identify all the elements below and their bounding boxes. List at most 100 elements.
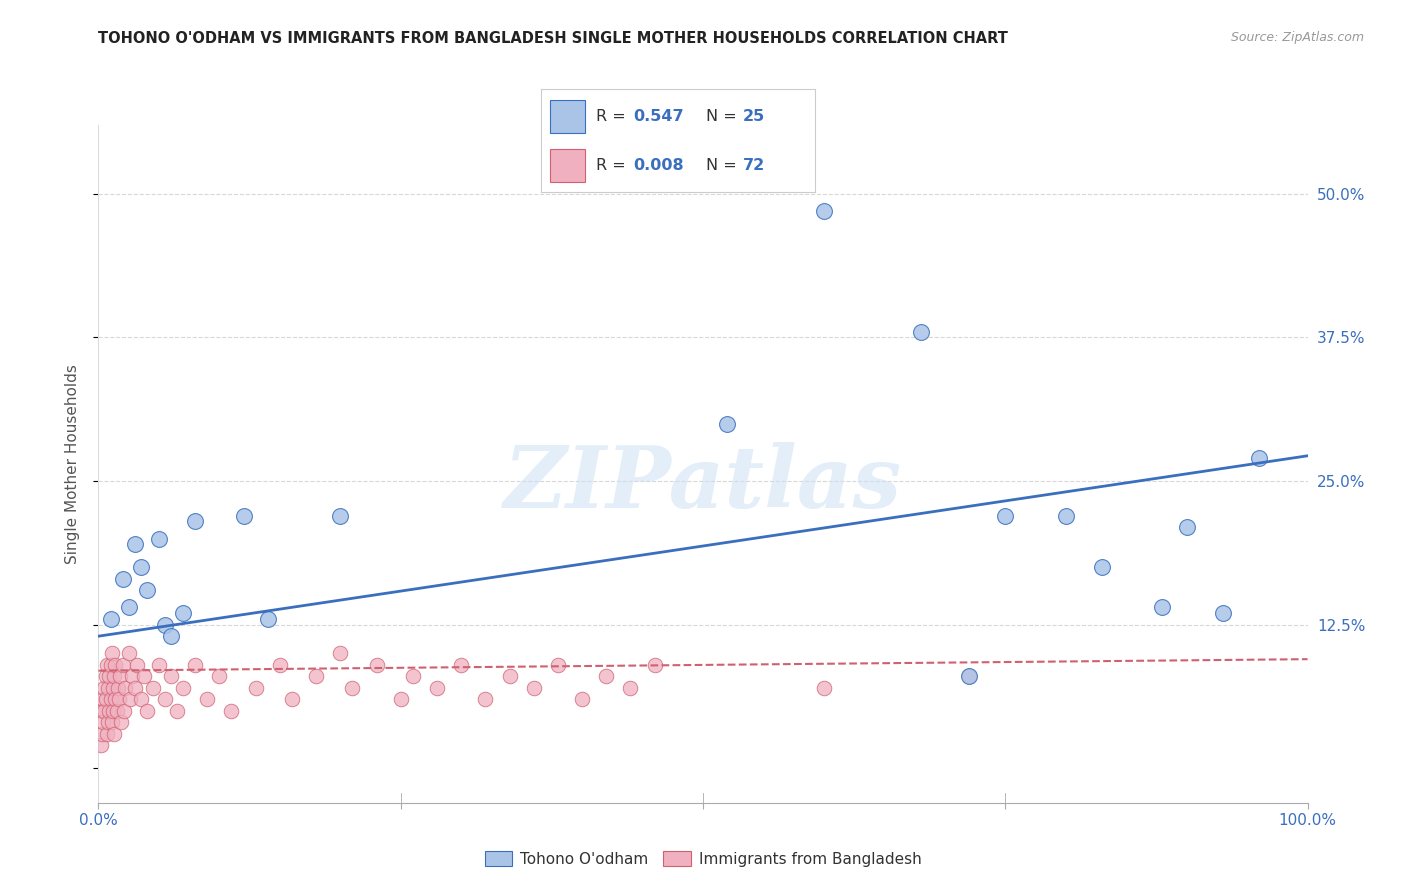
Point bbox=[98, 704, 121, 718]
Point bbox=[91, 692, 114, 706]
Point bbox=[184, 514, 207, 528]
Point bbox=[184, 657, 207, 672]
Point bbox=[90, 739, 112, 753]
Point bbox=[1249, 451, 1271, 466]
Point bbox=[1152, 600, 1174, 615]
Point bbox=[91, 715, 114, 730]
Point bbox=[153, 617, 176, 632]
Point bbox=[426, 681, 449, 695]
Point bbox=[329, 647, 352, 661]
Point bbox=[97, 715, 120, 730]
Point bbox=[450, 657, 472, 672]
Text: ZIPatlas: ZIPatlas bbox=[503, 442, 903, 526]
Point bbox=[160, 669, 183, 683]
Point bbox=[118, 600, 141, 615]
Point bbox=[129, 692, 152, 706]
Point bbox=[94, 669, 117, 683]
Text: R =: R = bbox=[596, 110, 631, 124]
Point bbox=[134, 669, 156, 683]
Point bbox=[148, 532, 170, 546]
Point bbox=[91, 727, 114, 741]
Point bbox=[342, 681, 364, 695]
Point bbox=[957, 669, 980, 683]
Point bbox=[813, 681, 835, 695]
Point bbox=[644, 657, 666, 672]
Point bbox=[160, 629, 183, 643]
Point bbox=[100, 612, 122, 626]
Point bbox=[121, 669, 143, 683]
Legend: Tohono O'odham, Immigrants from Bangladesh: Tohono O'odham, Immigrants from Banglade… bbox=[478, 846, 928, 873]
Point bbox=[104, 657, 127, 672]
Point bbox=[127, 657, 149, 672]
Text: N =: N = bbox=[706, 158, 742, 173]
Point bbox=[111, 572, 134, 586]
Point bbox=[148, 657, 170, 672]
Point bbox=[208, 669, 231, 683]
Point bbox=[101, 681, 124, 695]
Point bbox=[135, 704, 157, 718]
Point bbox=[172, 606, 194, 620]
Text: R =: R = bbox=[596, 158, 631, 173]
Text: N =: N = bbox=[706, 110, 742, 124]
Point bbox=[910, 325, 932, 339]
Point bbox=[96, 657, 118, 672]
Point bbox=[100, 715, 122, 730]
Point bbox=[135, 583, 157, 598]
Point bbox=[1054, 508, 1077, 523]
Point bbox=[100, 692, 122, 706]
Point bbox=[118, 692, 141, 706]
Point bbox=[1175, 520, 1198, 534]
Point bbox=[571, 692, 593, 706]
Point bbox=[269, 657, 291, 672]
Point bbox=[96, 727, 118, 741]
Point bbox=[112, 704, 135, 718]
Point bbox=[221, 704, 243, 718]
Point bbox=[256, 612, 278, 626]
Bar bbox=[550, 101, 585, 133]
Text: TOHONO O'ODHAM VS IMMIGRANTS FROM BANGLADESH SINGLE MOTHER HOUSEHOLDS CORRELATIO: TOHONO O'ODHAM VS IMMIGRANTS FROM BANGLA… bbox=[98, 31, 1008, 46]
Point bbox=[195, 692, 218, 706]
Point bbox=[366, 657, 388, 672]
Point bbox=[124, 681, 146, 695]
Point bbox=[93, 681, 115, 695]
Point bbox=[108, 669, 131, 683]
Point bbox=[108, 692, 131, 706]
Point bbox=[142, 681, 165, 695]
Point bbox=[104, 692, 127, 706]
Point bbox=[105, 704, 128, 718]
Point bbox=[100, 647, 122, 661]
Point bbox=[94, 692, 117, 706]
Point bbox=[172, 681, 194, 695]
Point bbox=[619, 681, 641, 695]
Point bbox=[547, 657, 569, 672]
Point bbox=[153, 692, 176, 706]
Point bbox=[389, 692, 412, 706]
Point bbox=[994, 508, 1017, 523]
Point bbox=[716, 417, 738, 431]
Point bbox=[93, 704, 115, 718]
Point bbox=[100, 657, 122, 672]
Point bbox=[101, 704, 124, 718]
Point bbox=[103, 669, 125, 683]
Point bbox=[232, 508, 254, 523]
Point bbox=[166, 704, 188, 718]
Point bbox=[1091, 560, 1114, 574]
Point bbox=[98, 669, 121, 683]
Point bbox=[474, 692, 496, 706]
Point bbox=[957, 669, 980, 683]
Point bbox=[118, 647, 141, 661]
Text: 0.008: 0.008 bbox=[633, 158, 683, 173]
Text: 0.547: 0.547 bbox=[633, 110, 683, 124]
Text: Source: ZipAtlas.com: Source: ZipAtlas.com bbox=[1230, 31, 1364, 45]
Point bbox=[124, 537, 146, 551]
Point bbox=[1212, 606, 1234, 620]
Point bbox=[114, 681, 136, 695]
Point bbox=[813, 204, 835, 219]
Point bbox=[498, 669, 520, 683]
Bar bbox=[550, 149, 585, 181]
Point bbox=[129, 560, 152, 574]
Point bbox=[111, 657, 134, 672]
Point bbox=[402, 669, 425, 683]
Point bbox=[107, 681, 129, 695]
Point bbox=[329, 508, 352, 523]
